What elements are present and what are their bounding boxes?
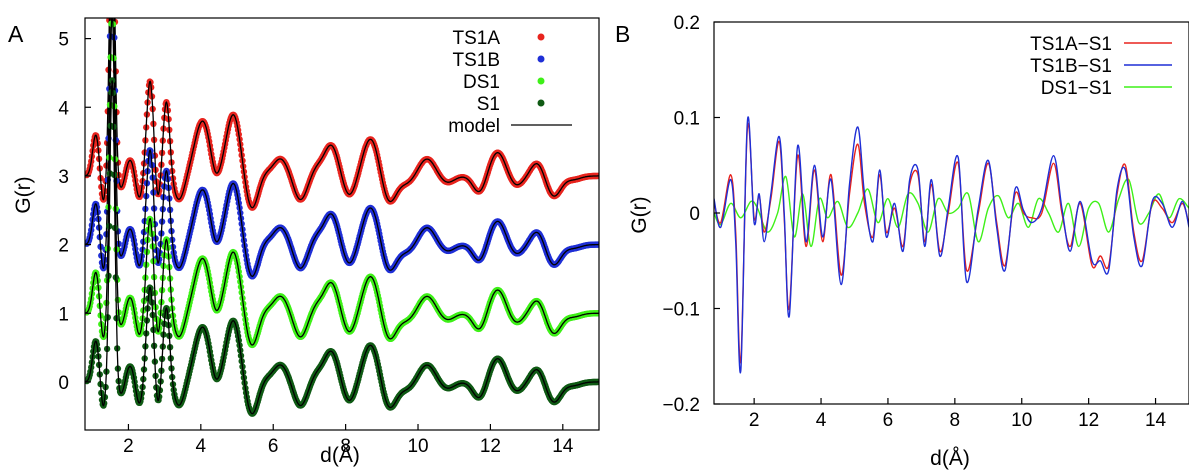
y-tick-label: 5 (58, 30, 69, 51)
x-tick-label: 10 (1011, 410, 1032, 431)
y-tick-label: 3 (58, 167, 69, 188)
panel-b-ylabel: G(r) (628, 196, 651, 233)
x-tick-label: 12 (480, 436, 501, 457)
panel-b-letter: B (615, 21, 630, 47)
panel-b: B G(r) d(Å) 2 4 6 8 10 12 14 −0.2 −0.1 0 0.1 0.2 TS… (615, 13, 1189, 470)
x-tick-label: 4 (816, 410, 827, 431)
y-tick-label: 2 (58, 236, 69, 257)
legend-label-ts1b: TS1B (452, 50, 500, 71)
x-tick-label: 6 (268, 436, 279, 457)
y-tick-label: −0.2 (662, 395, 700, 416)
model-line-ts1a (85, 18, 599, 209)
y-tick-label: 0.1 (674, 109, 700, 130)
legend-marker-s1 (537, 99, 545, 107)
panel-a-xlabel: d(Å) (320, 444, 360, 467)
legend-marker-ts1b (537, 55, 545, 63)
x-tick-label: 14 (1145, 410, 1167, 431)
legend-marker-ds1 (537, 77, 545, 85)
x-tick-label: 10 (407, 436, 428, 457)
y-tick-label: 0 (58, 373, 69, 394)
x-tick-label: 12 (1078, 410, 1099, 431)
panel-b-xlabel: d(Å) (930, 447, 970, 470)
legend-label-ts1b-s1: TS1B−S1 (1030, 56, 1112, 77)
x-tick-label: 14 (552, 436, 574, 457)
y-tick-label: 0 (689, 204, 700, 225)
legend-label-ts1a: TS1A (452, 28, 500, 49)
x-tick-label: 2 (123, 436, 134, 457)
panel-a-plot-area (85, 9, 599, 417)
panel-b-plot-area (714, 116, 1189, 374)
legend-label-s1: S1 (477, 94, 500, 115)
x-tick-label: 8 (950, 410, 961, 431)
legend-label-model: model (448, 116, 500, 137)
legend-label-ts1a-s1: TS1A−S1 (1030, 34, 1112, 55)
model-line-ts1b (85, 18, 599, 277)
x-tick-label: 6 (883, 410, 894, 431)
y-tick-label: 1 (58, 304, 69, 325)
x-tick-label: 8 (340, 436, 351, 457)
x-tick-label: 4 (196, 436, 207, 457)
series-line-ts1b-s1 (714, 116, 1189, 374)
panel-a-letter: A (8, 21, 24, 47)
y-tick-label: 0.2 (674, 13, 700, 34)
legend-label-ds1-s1: DS1−S1 (1041, 78, 1112, 99)
data-point (109, 9, 115, 15)
legend-marker-ts1a (537, 33, 545, 41)
x-tick-label: 2 (749, 410, 760, 431)
y-tick-label: 4 (58, 98, 69, 119)
panel-a-ylabel: G(r) (12, 176, 35, 213)
y-tick-label: −0.1 (662, 300, 700, 321)
legend-label-ds1: DS1 (463, 72, 500, 93)
